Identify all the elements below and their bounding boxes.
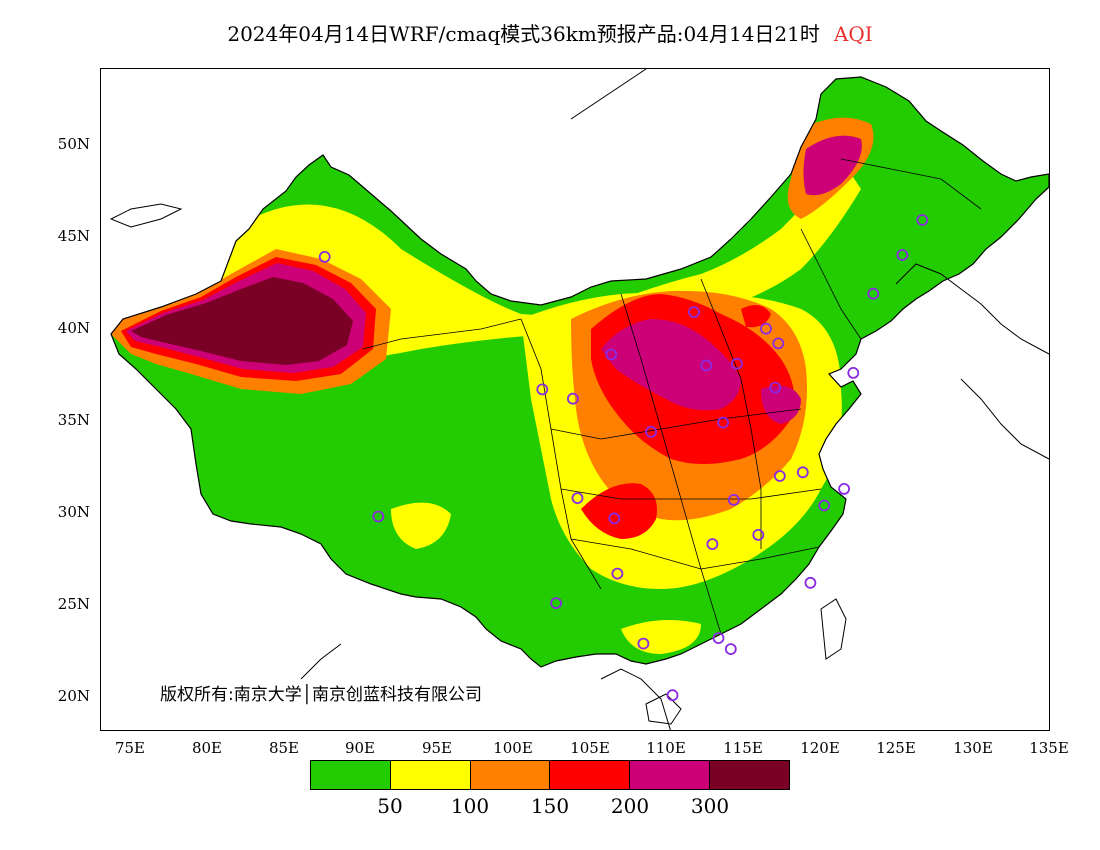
aqi-heat-layer xyxy=(111,77,1049,667)
legend-label: 150 xyxy=(530,794,570,818)
station-marker xyxy=(666,689,679,702)
lat-label: 45N xyxy=(57,227,90,245)
legend-swatch xyxy=(710,761,789,789)
lat-label: 30N xyxy=(57,503,90,521)
station-marker xyxy=(571,492,584,505)
lat-label: 50N xyxy=(57,135,90,153)
lon-label: 85E xyxy=(268,739,300,757)
lon-label: 130E xyxy=(953,739,993,757)
station-marker xyxy=(608,512,621,525)
lon-label: 80E xyxy=(191,739,223,757)
aqi-map xyxy=(109,69,1049,730)
neighbor-coastlines xyxy=(109,69,1049,730)
lon-label: 105E xyxy=(570,739,610,757)
station-marker xyxy=(772,337,785,350)
lon-label: 100E xyxy=(493,739,533,757)
province-borders xyxy=(362,158,982,635)
legend-swatch xyxy=(390,761,471,789)
station-marker xyxy=(724,643,737,655)
station-marker xyxy=(727,493,740,506)
legend-label: 100 xyxy=(450,794,490,818)
station-marker xyxy=(706,538,719,551)
lon-label: 120E xyxy=(800,739,840,757)
lat-label: 40N xyxy=(57,319,90,337)
station-marker xyxy=(731,357,743,370)
station-marker xyxy=(769,381,782,394)
station-marker xyxy=(566,392,579,405)
station-marker xyxy=(916,214,929,226)
lat-label: 20N xyxy=(57,687,90,705)
station-marker xyxy=(611,567,624,580)
lat-label: 35N xyxy=(57,411,90,429)
station-marker xyxy=(605,348,618,361)
legend-label: 50 xyxy=(377,794,403,818)
station-marker xyxy=(536,383,549,396)
legend-swatch xyxy=(311,761,391,789)
lon-label: 95E xyxy=(421,739,453,757)
lon-label: 125E xyxy=(876,739,916,757)
legend-colorbar xyxy=(310,760,790,790)
station-marker xyxy=(847,366,860,379)
station-marker xyxy=(804,576,817,589)
station-markers xyxy=(318,214,929,702)
station-marker xyxy=(550,597,563,609)
lon-label: 115E xyxy=(723,739,763,757)
lon-label: 135E xyxy=(1029,739,1069,757)
legend-swatch xyxy=(550,761,631,789)
station-marker xyxy=(717,416,729,429)
lon-label: 75E xyxy=(114,739,146,757)
station-marker xyxy=(637,637,650,650)
station-marker xyxy=(700,359,713,372)
station-marker xyxy=(818,499,831,512)
legend-label: 300 xyxy=(690,794,730,818)
station-marker xyxy=(796,466,809,479)
legend-swatch xyxy=(630,761,711,789)
station-marker xyxy=(318,250,331,263)
station-marker xyxy=(867,287,880,300)
title-product: AQI xyxy=(833,22,873,46)
station-marker xyxy=(896,249,909,261)
map-title: 2024年04月14日WRF/cmaq模式36km预报产品:04月14日21时 A… xyxy=(0,18,1100,47)
station-marker xyxy=(760,322,772,335)
lon-label: 110E xyxy=(646,739,686,757)
station-marker xyxy=(645,425,657,438)
legend-swatch xyxy=(470,761,551,789)
station-marker xyxy=(838,482,850,495)
station-marker xyxy=(712,632,725,644)
station-marker xyxy=(372,510,385,523)
copyright-text: 版权所有:南京大学│南京创蓝科技有限公司 xyxy=(160,685,482,705)
lat-label: 25N xyxy=(57,595,90,613)
title-main: 2024年04月14日WRF/cmaq模式36km预报产品:04月14日21时 xyxy=(227,22,820,46)
station-marker xyxy=(773,470,786,482)
station-marker xyxy=(752,528,765,541)
legend-label: 200 xyxy=(610,794,650,818)
lon-label: 90E xyxy=(344,739,376,757)
station-marker xyxy=(688,306,700,319)
map-frame xyxy=(100,68,1050,731)
